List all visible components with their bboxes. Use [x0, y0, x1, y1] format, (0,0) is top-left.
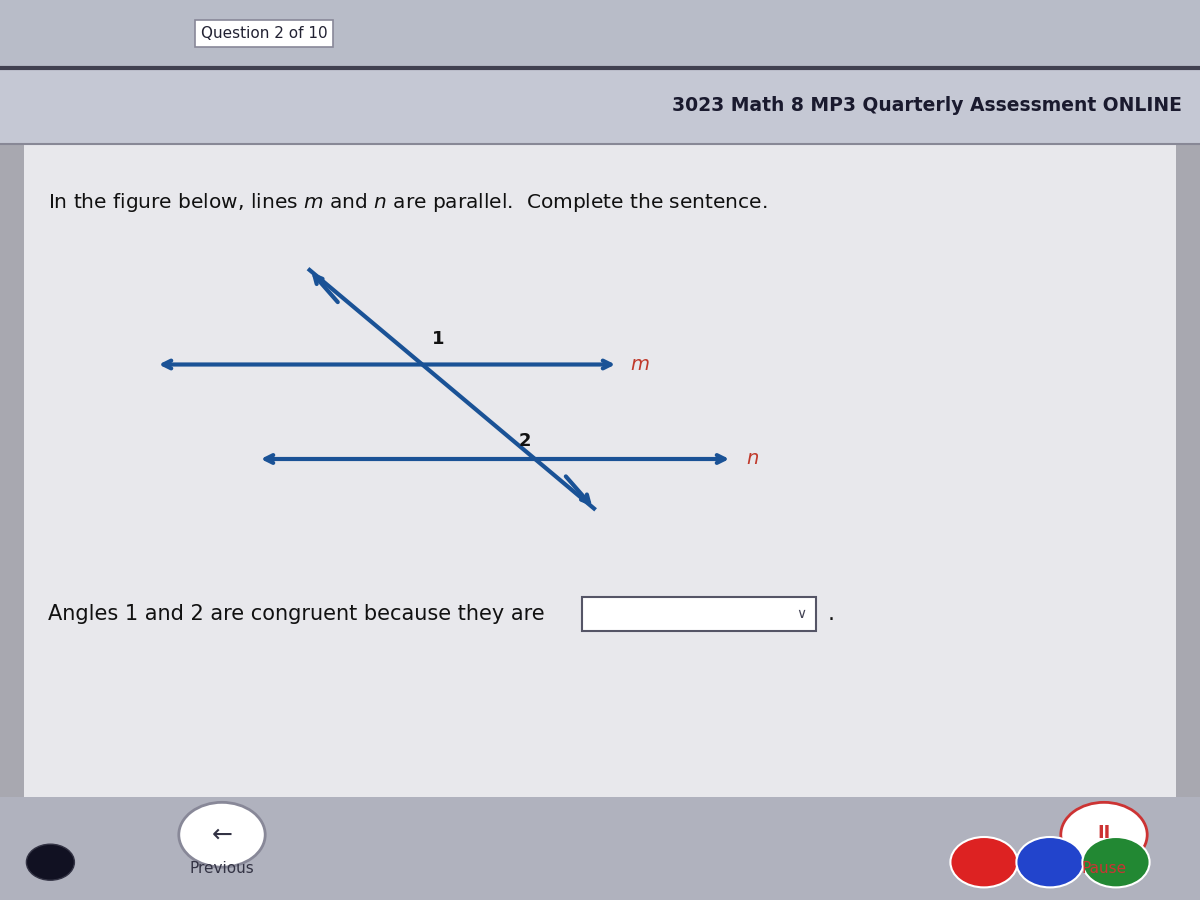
Text: II: II — [1097, 824, 1111, 842]
Text: 2: 2 — [518, 432, 530, 450]
Text: Question 2 of 10: Question 2 of 10 — [200, 26, 328, 41]
Circle shape — [1061, 803, 1147, 868]
Text: .: . — [828, 604, 835, 624]
Circle shape — [1016, 837, 1084, 887]
Bar — [0, 796, 1200, 900]
Bar — [0, 0, 1200, 68]
Bar — [0, 68, 1200, 144]
Circle shape — [26, 844, 74, 880]
Text: Angles 1 and 2 are congruent because they are: Angles 1 and 2 are congruent because the… — [48, 604, 545, 624]
Text: 1: 1 — [432, 330, 444, 348]
Text: 3023 Math 8 MP3 Quarterly Assessment ONLINE: 3023 Math 8 MP3 Quarterly Assessment ONL… — [672, 96, 1182, 115]
Text: Pause: Pause — [1081, 860, 1127, 876]
Text: ∨: ∨ — [797, 607, 806, 621]
Circle shape — [179, 803, 265, 868]
Text: $\it{m}$: $\it{m}$ — [630, 355, 649, 374]
Bar — [24, 144, 1176, 796]
Bar — [582, 597, 816, 631]
Text: $\it{n}$: $\it{n}$ — [746, 449, 760, 469]
Text: ←: ← — [211, 823, 233, 847]
Circle shape — [950, 837, 1018, 887]
Text: In the figure below, lines $\it{m}$ and $\it{n}$ are parallel.  Complete the sen: In the figure below, lines $\it{m}$ and … — [48, 191, 767, 214]
Text: Previous: Previous — [190, 860, 254, 876]
Circle shape — [1082, 837, 1150, 887]
